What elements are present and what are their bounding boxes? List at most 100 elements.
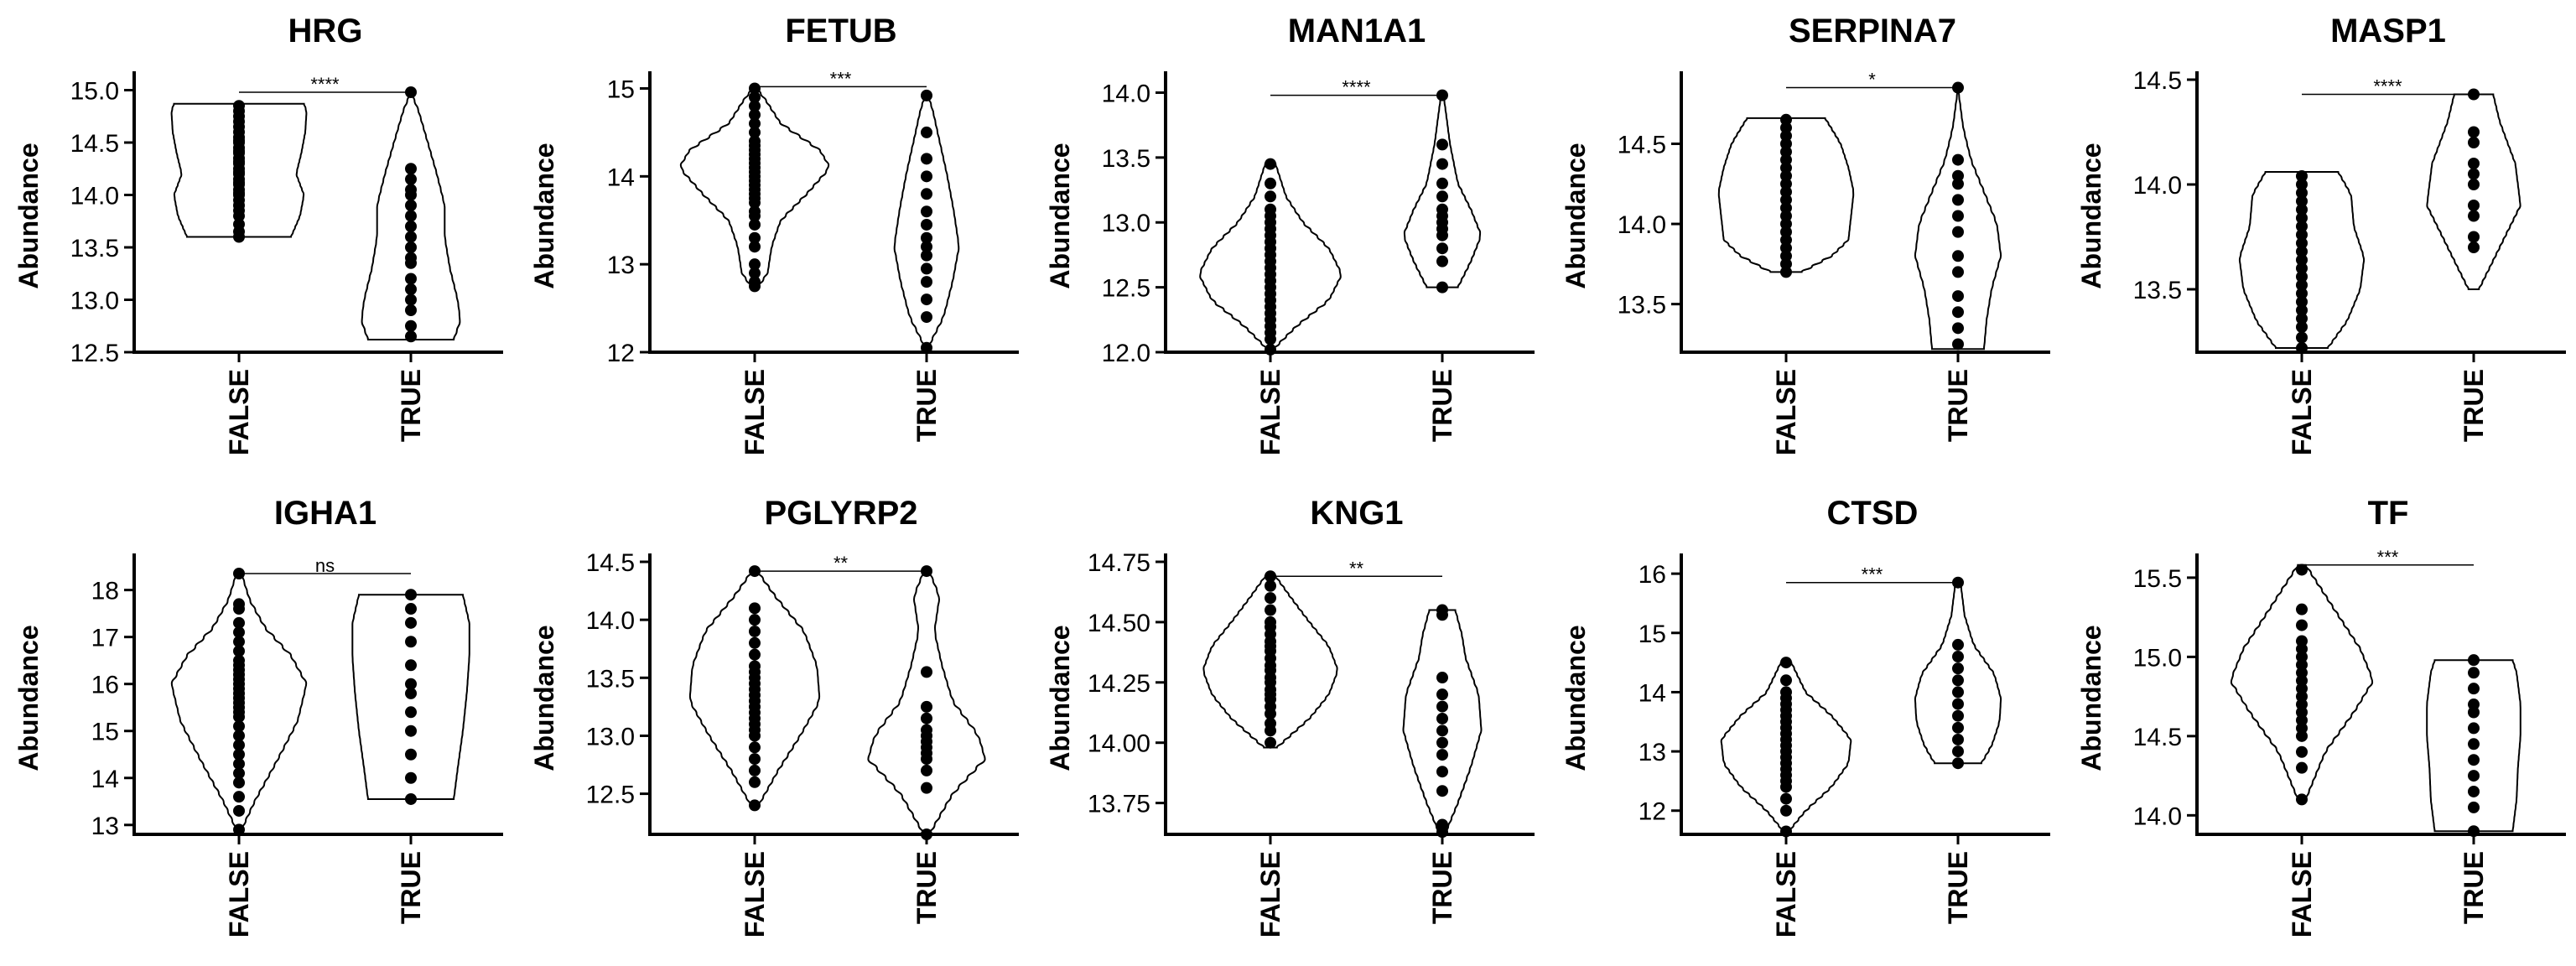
y-tick-label: 14.5 (2133, 724, 2182, 751)
data-point (1265, 158, 1276, 170)
y-tick-label: 14.25 (1088, 670, 1150, 698)
data-point (1436, 766, 1448, 778)
data-point (405, 724, 417, 737)
data-point (2468, 754, 2480, 766)
data-point (1436, 688, 1448, 701)
data-point (1952, 290, 1964, 303)
data-point (2296, 321, 2308, 333)
data-point (1952, 662, 1964, 675)
violin-shape (2426, 659, 2521, 833)
data-point (2296, 745, 2308, 758)
data-point (405, 173, 417, 185)
data-point (1952, 638, 1964, 651)
data-point (233, 218, 245, 231)
y-tick-label: 13.5 (1618, 292, 1666, 319)
data-point (2468, 210, 2480, 222)
data-point (1265, 604, 1276, 616)
y-tick-label: 12 (1639, 798, 1666, 826)
y-tick-label: 13.0 (1102, 210, 1150, 237)
data-point (2296, 246, 2308, 257)
data-point (921, 170, 932, 183)
data-point (1780, 686, 1792, 699)
data-point (1952, 338, 1964, 351)
data-point (2468, 126, 2480, 138)
data-point (921, 341, 932, 354)
data-point (1436, 749, 1448, 761)
data-point (2296, 179, 2308, 190)
data-point (233, 767, 245, 780)
data-point (233, 645, 245, 657)
y-axis-label: Abundance (1561, 625, 1591, 771)
y-axis-label: Abundance (13, 625, 44, 771)
y-tick-label: 13 (1639, 739, 1666, 766)
data-point (405, 184, 417, 196)
data-point (233, 776, 245, 789)
data-point (1780, 792, 1792, 805)
data-point (2468, 231, 2480, 243)
panel-title: MAN1A1 (1288, 13, 1426, 49)
data-point (749, 126, 761, 138)
data-point (405, 636, 417, 648)
data-point (1265, 592, 1276, 605)
violin-panel: MAN1A1 Abundance 12.0 12.5 13.0 13.5 14.0 FALSE… (1045, 13, 1535, 455)
category-label: TRUE (2459, 851, 2489, 924)
data-point (1436, 242, 1448, 255)
y-tick-label: 13 (607, 252, 635, 279)
y-tick-label: 14.00 (1088, 730, 1150, 758)
data-point (749, 776, 761, 788)
data-point (921, 311, 932, 324)
y-axis-label: Abundance (1561, 143, 1591, 288)
data-point (1952, 733, 1964, 745)
data-point (405, 616, 417, 629)
data-point (1952, 226, 1964, 238)
category-label: TRUE (911, 369, 942, 442)
data-point (1780, 113, 1792, 126)
data-point (1436, 700, 1448, 713)
y-axis-label: Abundance (2076, 625, 2106, 771)
data-point (2468, 667, 2480, 679)
data-point (405, 771, 417, 784)
y-tick-label: 16 (91, 672, 119, 699)
violin-panel: FETUB Abundance 12 13 14 15 FALSE TRUE *** (529, 13, 1019, 455)
significance-label: **** (1342, 77, 1371, 98)
data-point (749, 660, 761, 673)
data-point (1265, 203, 1276, 216)
data-point (233, 748, 245, 761)
data-point (2296, 237, 2308, 249)
category-label: FALSE (1255, 369, 1285, 455)
significance-label: ns (315, 555, 335, 576)
y-tick-label: 15 (91, 719, 119, 746)
category-label: TRUE (1943, 851, 1973, 924)
data-point (1952, 210, 1964, 222)
category-label: FALSE (224, 369, 254, 455)
category-label: FALSE (1771, 851, 1801, 937)
data-point (405, 252, 417, 264)
violin-panel: SERPINA7 Abundance 13.5 14.0 14.5 FALSE TRUE * (1561, 13, 2050, 455)
violin-shape (351, 594, 470, 800)
data-point (2468, 137, 2480, 148)
category-label: FALSE (224, 851, 254, 937)
y-axis-label: Abundance (2076, 143, 2106, 288)
y-tick-label: 13.75 (1088, 791, 1150, 818)
data-point (2468, 242, 2480, 253)
violin-shape (2230, 564, 2374, 801)
y-tick-label: 15.0 (2133, 644, 2182, 672)
data-point (921, 153, 932, 165)
data-point (233, 598, 245, 610)
data-point (749, 741, 761, 754)
data-point (405, 792, 417, 805)
y-tick-label: 14.0 (1618, 211, 1666, 239)
y-tick-label: 15 (607, 75, 635, 103)
category-label: FALSE (2287, 369, 2317, 455)
data-point (1265, 579, 1276, 592)
y-tick-label: 12.0 (1102, 340, 1150, 367)
data-point (2296, 279, 2308, 291)
y-tick-label: 14.5 (2133, 67, 2182, 95)
y-tick-label: 16 (1639, 561, 1666, 589)
data-point (2468, 683, 2480, 695)
data-point (405, 589, 417, 601)
data-point (921, 276, 932, 288)
y-axis-label: Abundance (529, 625, 559, 771)
data-point (405, 293, 417, 306)
violin-shape (1717, 117, 1855, 273)
